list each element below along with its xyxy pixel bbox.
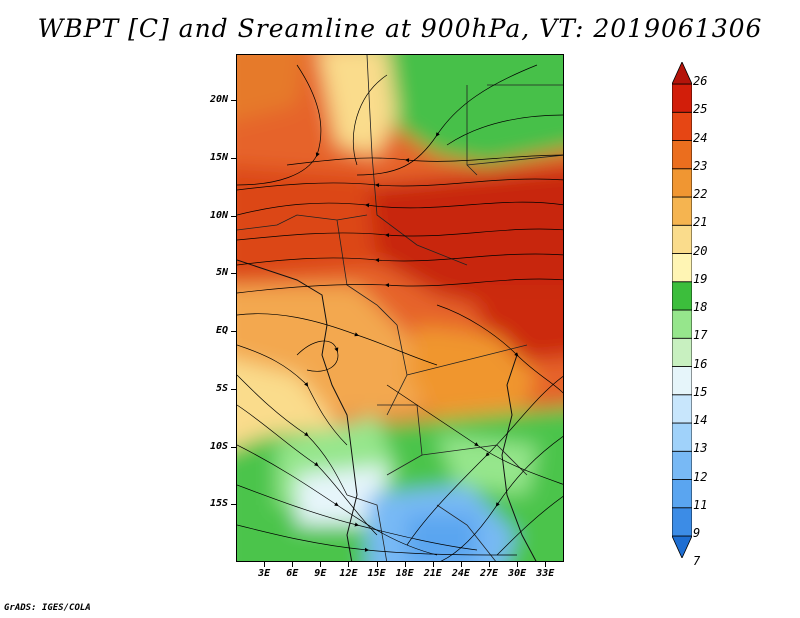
colorbar-level-label: 22 [693,187,708,202]
colorbar [672,62,692,558]
colorbar-swatch [672,394,692,424]
colorbar-level-label: 19 [693,271,708,286]
colorbar-level-label: 25 [693,102,708,117]
lat-tick [231,100,236,102]
lon-tick [348,562,350,567]
lat-label: 15N [209,151,228,163]
colorbar-swatch [672,168,692,198]
colorbar-level-label: 7 [693,554,701,569]
colorbar-level-label: 21 [693,215,708,230]
lat-tick [231,388,236,390]
colorbar-swatch [672,196,692,226]
colorbar-swatch [672,281,692,311]
colorbar-level-label: 15 [693,384,708,399]
page-title: WBPT [C] and Sreamline at 900hPa, VT: 20… [37,14,763,43]
colorbar-swatch [672,140,692,170]
lon-tick [292,562,294,567]
colorbar-swatch [672,111,692,141]
lat-tick [231,446,236,448]
lat-tick [231,273,236,275]
colorbar-swatch [672,507,692,537]
colorbar-swatch [672,479,692,509]
lon-label: 6E [286,568,299,579]
lat-label: 5N [215,267,228,279]
colorbar-level-label: 17 [693,328,708,343]
lon-tick [376,562,378,567]
lon-tick [264,562,266,567]
lat-tick [231,331,236,333]
lon-tick [545,562,547,567]
colorbar-swatch [672,309,692,339]
wbpt-streamline-map [237,55,563,561]
lon-tick [432,562,434,567]
colorbar-level-label: 24 [693,130,708,145]
map-panel [236,54,564,562]
lon-label: 27E [479,568,499,579]
lat-label: 20N [209,94,228,106]
colorbar-level-label: 26 [693,74,708,89]
colorbar-level-label: 18 [693,300,708,315]
colorbar-swatch [672,366,692,396]
lat-tick [231,504,236,506]
lon-label: 9E [314,568,327,579]
lon-label: 15E [367,568,386,579]
colorbar-swatch [672,253,692,283]
colorbar-min-triangle [672,535,692,558]
lon-label: 33E [536,568,555,579]
lon-label: 24E [451,568,470,579]
lon-label: 12E [339,568,358,579]
colorbar-level-label: 13 [693,441,708,456]
lat-label: 5S [215,382,228,394]
streamlines [237,64,563,561]
colorbar-level-label: 12 [693,469,708,484]
colorbar-level-label: 14 [693,413,708,428]
colorbar-swatch [672,83,692,113]
colorbar-level-label: 9 [693,526,701,541]
colorbar-swatch [672,224,692,254]
lon-label: 3E [258,568,271,579]
colorbar-level-label: 16 [693,356,708,371]
lon-tick [404,562,406,567]
colorbar-swatch [672,450,692,480]
lat-label: 10N [209,209,228,221]
lon-label: 18E [395,568,414,579]
lon-tick [320,562,322,567]
lat-tick [231,157,236,159]
lon-label: 21E [423,568,442,579]
lon-label: 30E [508,568,527,579]
colorbar-max-triangle [672,62,692,85]
colorbar-level-label: 20 [693,243,708,258]
footer-credit: GrADS: IGES/COLA [4,603,91,613]
lon-tick [460,562,462,567]
colorbar-level-label: 11 [693,497,708,512]
colorbar-swatch [672,422,692,452]
lat-tick [231,215,236,217]
lat-label: 15S [209,498,228,510]
lat-label: EQ [215,325,228,337]
colorbar-level-label: 23 [693,158,708,173]
lon-tick [517,562,519,567]
colorbar-swatch [672,337,692,367]
temperature-field [237,55,563,561]
lat-label: 10S [209,440,228,452]
lon-tick [489,562,491,567]
